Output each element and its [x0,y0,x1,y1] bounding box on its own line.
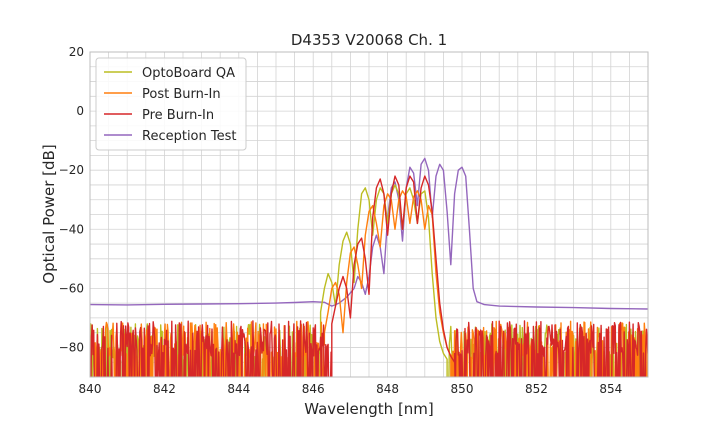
x-tick-label: 844 [227,382,250,396]
legend-label: OptoBoard QA [142,66,235,81]
y-tick-label: −40 [59,222,84,236]
x-axis-ticks: 840 842 844 846 848 850 852 854 [79,382,623,396]
series-group [90,157,648,377]
x-tick-label: 854 [599,382,622,396]
x-tick-label: 848 [376,382,399,396]
x-tick-label: 852 [525,382,548,396]
y-tick-label: −20 [59,163,84,177]
legend-box [95,57,247,151]
y-tick-label: −80 [59,340,84,354]
legend: OptoBoard QA Post Burn-In Pre Burn-In Recep… [95,57,247,151]
x-tick-label: 842 [153,382,176,396]
plot-frame [89,51,649,378]
legend-label: Reception Test [142,129,236,144]
legend-label: Pre Burn-In [142,108,214,123]
y-tick-label: −60 [59,281,84,295]
x-tick-label: 840 [79,382,102,396]
y-axis-label: Optical Power [dB] [40,144,58,283]
series-line-pre-burn-in [90,175,648,377]
x-tick-label: 846 [302,382,325,396]
x-axis-label: Wavelength [nm] [304,400,434,418]
plot-area [90,157,648,377]
y-tick-label: 20 [69,45,84,59]
legend-label: Post Burn-In [142,87,221,102]
y-tick-label: 0 [76,104,84,118]
chart-title: D4353 V20068 Ch. 1 [291,31,447,49]
x-tick-label: 850 [451,382,474,396]
y-axis-ticks: 20 0 −20 −40 −60 −80 [59,45,84,354]
series-line-post-burn-in [90,190,648,377]
